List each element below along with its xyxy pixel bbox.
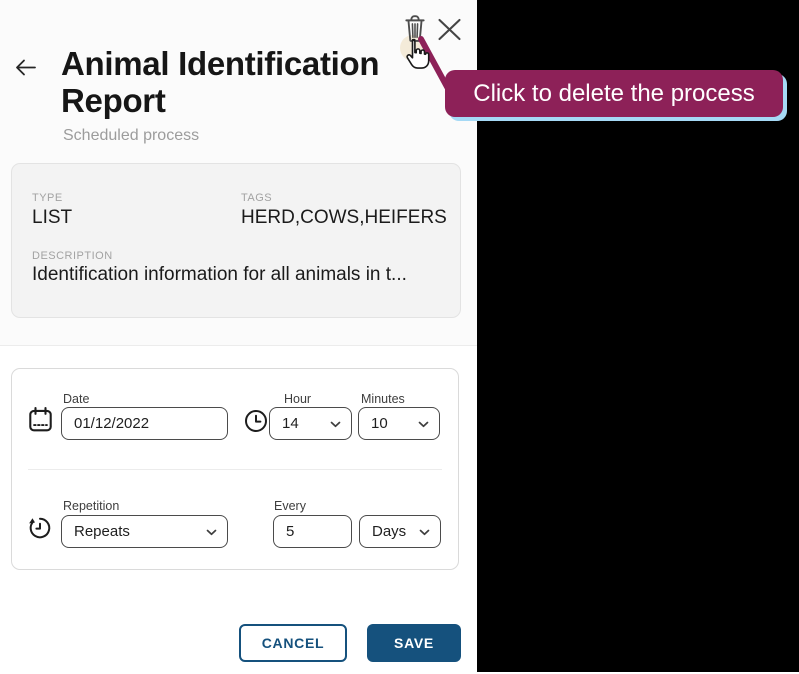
scheduled-process-panel: Animal Identification Report Scheduled p…	[0, 0, 477, 662]
unit-select-value: Days	[372, 523, 407, 540]
chevron-down-icon	[330, 415, 341, 432]
clock-icon	[244, 409, 268, 433]
unit-select[interactable]: Days	[359, 515, 441, 548]
description-label: DESCRIPTION	[32, 250, 113, 262]
history-icon	[28, 515, 52, 541]
minutes-select-value: 10	[371, 415, 388, 432]
tags-value: HERD,COWS,HEIFERS	[241, 207, 447, 228]
hour-select-value: 14	[282, 415, 299, 432]
calendar-icon	[29, 407, 52, 432]
repetition-select-value: Repeats	[74, 523, 130, 540]
process-info-card: TYPE LIST TAGS HERD,COWS,HEIFERS DESCRIP…	[11, 163, 461, 318]
close-button[interactable]	[437, 18, 462, 41]
chevron-down-icon	[206, 523, 217, 540]
type-value: LIST	[32, 207, 73, 228]
trash-icon	[405, 15, 425, 45]
repetition-label: Repetition	[63, 499, 120, 513]
page-subtitle: Scheduled process	[63, 127, 200, 144]
page-title: Animal Identification Report	[61, 45, 380, 119]
chevron-down-icon	[419, 523, 430, 540]
schedule-form-card: Date Hour 14 Minutes 10	[11, 368, 459, 570]
delete-tooltip: Click to delete the process	[445, 70, 783, 117]
delete-tooltip-text: Click to delete the process	[473, 79, 755, 107]
hour-label: Hour	[284, 392, 312, 406]
repetition-select[interactable]: Repeats	[61, 515, 228, 548]
panel-header-section: Animal Identification Report Scheduled p…	[0, 0, 477, 346]
description-value: Identification information for all anima…	[32, 264, 407, 285]
back-button[interactable]	[10, 56, 40, 82]
form-divider	[28, 469, 442, 470]
delete-process-button[interactable]	[405, 15, 425, 42]
date-label: Date	[63, 392, 90, 406]
tags-label: TAGS	[241, 192, 273, 204]
arrow-left-icon	[14, 57, 37, 81]
type-label: TYPE	[32, 192, 63, 204]
cancel-button[interactable]: CANCEL	[239, 624, 347, 662]
chevron-down-icon	[418, 415, 429, 432]
date-input[interactable]	[61, 407, 228, 440]
hour-select[interactable]: 14	[269, 407, 352, 440]
minutes-select[interactable]: 10	[358, 407, 440, 440]
minutes-label: Minutes	[361, 392, 405, 406]
close-icon	[437, 18, 462, 44]
save-button[interactable]: SAVE	[367, 624, 461, 662]
every-input[interactable]	[273, 515, 352, 548]
every-label: Every	[274, 499, 306, 513]
